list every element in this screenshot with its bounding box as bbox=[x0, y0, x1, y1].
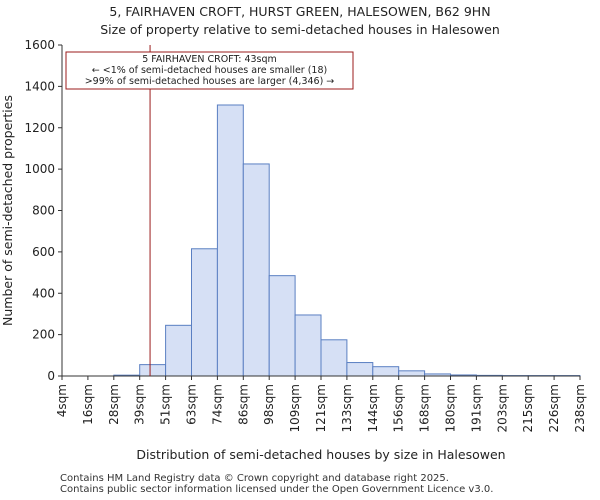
annotation-line3: >99% of semi-detached houses are larger … bbox=[85, 76, 335, 87]
histogram-bar bbox=[372, 366, 400, 377]
x-tick-label: 109sqm bbox=[288, 384, 302, 432]
annotation-line2: ← <1% of semi-detached houses are smalle… bbox=[92, 65, 327, 76]
y-tick-label: 1600 bbox=[24, 38, 55, 52]
histogram-bar bbox=[242, 163, 270, 377]
x-tick-label: 86sqm bbox=[236, 384, 250, 425]
x-tick-label: 191sqm bbox=[469, 384, 483, 432]
x-axis-title: Distribution of semi-detached houses by … bbox=[136, 447, 505, 462]
histogram-bar bbox=[346, 362, 374, 377]
histogram-bar bbox=[398, 370, 426, 377]
histogram-bar bbox=[268, 275, 296, 377]
y-tick-label: 400 bbox=[32, 286, 55, 300]
x-tick-label: 63sqm bbox=[185, 384, 199, 425]
y-tick-label: 1200 bbox=[24, 121, 55, 135]
histogram-bar bbox=[191, 248, 218, 377]
x-tick-label: 203sqm bbox=[495, 384, 509, 432]
x-tick-label: 215sqm bbox=[521, 384, 535, 432]
chart-subtitle: Size of property relative to semi-detach… bbox=[100, 22, 500, 37]
x-tick-label: 238sqm bbox=[573, 384, 587, 432]
x-tick-label: 121sqm bbox=[314, 384, 328, 432]
y-tick-label: 600 bbox=[32, 245, 55, 259]
x-tick-label: 226sqm bbox=[547, 384, 561, 432]
histogram-bar bbox=[165, 324, 193, 377]
x-tick-label: 133sqm bbox=[340, 384, 354, 432]
annotation-box bbox=[65, 51, 354, 90]
annotation-line1: 5 FAIRHAVEN CROFT: 43sqm bbox=[142, 54, 277, 65]
y-tick-label: 800 bbox=[32, 204, 55, 218]
x-tick-label: 156sqm bbox=[392, 384, 406, 432]
x-tick-label: 168sqm bbox=[418, 384, 432, 432]
footer-licence: Contains public sector information licen… bbox=[60, 484, 494, 495]
x-tick-label: 144sqm bbox=[366, 384, 380, 432]
y-tick-label: 200 bbox=[32, 328, 55, 342]
y-tick-label: 1000 bbox=[24, 162, 55, 176]
x-tick-label: 4sqm bbox=[55, 384, 69, 417]
x-tick-label: 28sqm bbox=[107, 384, 121, 425]
chart-title: 5, FAIRHAVEN CROFT, HURST GREEN, HALESOW… bbox=[109, 4, 491, 19]
x-tick-label: 39sqm bbox=[133, 384, 147, 425]
x-tick-label: 51sqm bbox=[159, 384, 173, 425]
histogram-bar bbox=[294, 314, 322, 377]
x-tick-label: 180sqm bbox=[444, 384, 458, 432]
histogram-bar bbox=[216, 104, 244, 377]
x-tick-label: 98sqm bbox=[262, 384, 276, 425]
y-tick-label: 1400 bbox=[24, 79, 55, 93]
x-tick-label: 16sqm bbox=[81, 384, 95, 425]
histogram-bar bbox=[320, 339, 348, 377]
y-tick-label: 0 bbox=[47, 369, 55, 383]
histogram-bar bbox=[139, 364, 167, 377]
footer-copyright: Contains HM Land Registry data © Crown c… bbox=[60, 473, 449, 484]
x-tick-label: 74sqm bbox=[210, 384, 224, 425]
histogram-chart: 0 200 400 600 800 1000 1200 1400 1600 4sqm 16sqm 28… bbox=[0, 38, 587, 462]
y-axis-title: Number of semi-detached properties bbox=[0, 95, 15, 326]
